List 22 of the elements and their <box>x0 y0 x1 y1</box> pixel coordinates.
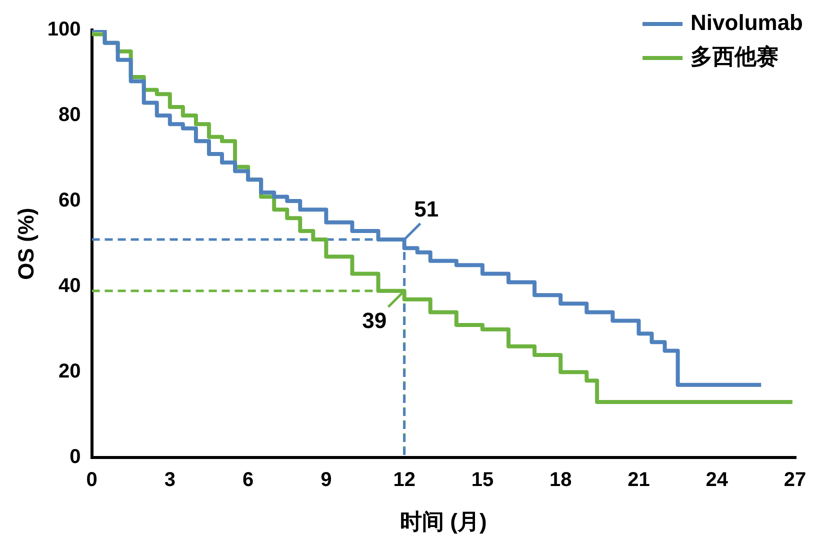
x-tick-label: 0 <box>86 469 98 492</box>
x-tick-label: 15 <box>471 469 494 492</box>
y-tick-label: 100 <box>47 18 81 41</box>
x-tick-label: 24 <box>706 469 729 492</box>
y-tick-label: 40 <box>58 275 81 298</box>
y-tick-label: 0 <box>70 446 81 468</box>
y-axis-title: OS (%) <box>13 208 38 280</box>
x-axis-title: 时间 (月) <box>400 508 487 534</box>
x-tick-label: 3 <box>164 469 176 492</box>
y-tick-label: 60 <box>58 190 81 212</box>
x-tick-label: 12 <box>393 469 416 492</box>
x-tick-label: 18 <box>549 469 572 492</box>
annotation: 51 <box>414 196 439 222</box>
y-tick-label: 20 <box>58 360 81 383</box>
legend-label: Nivolumab <box>690 10 804 36</box>
annotation: 39 <box>362 308 387 333</box>
x-tick-label: 27 <box>784 469 806 492</box>
x-tick-label: 21 <box>628 469 650 492</box>
y-tick-label: 80 <box>58 104 81 126</box>
legend-label: 多西他赛 <box>690 44 779 70</box>
x-tick-label: 9 <box>320 469 332 492</box>
x-tick-label: 6 <box>242 469 254 492</box>
